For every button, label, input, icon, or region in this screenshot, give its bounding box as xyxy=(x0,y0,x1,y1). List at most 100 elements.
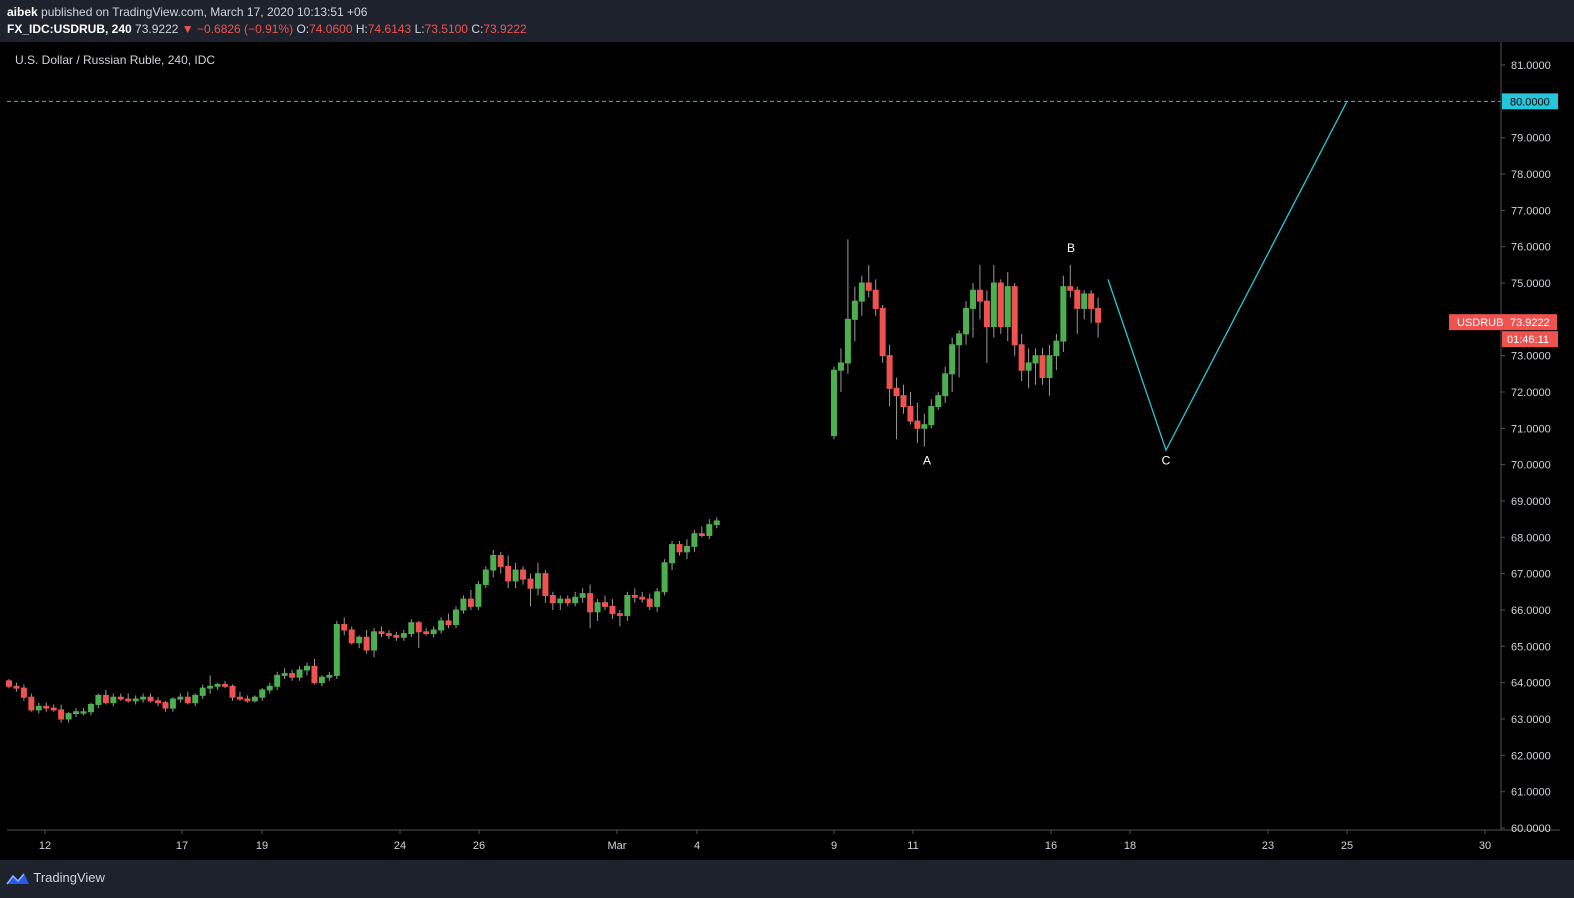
candle xyxy=(6,679,12,689)
projection-path[interactable] xyxy=(1107,101,1348,452)
high-value: 74.6143 xyxy=(367,22,412,36)
candle xyxy=(117,693,124,701)
candle-body xyxy=(251,696,258,702)
candle xyxy=(177,693,184,703)
candle-body xyxy=(879,307,886,357)
candle-body xyxy=(393,634,400,638)
x-tick-label: 26 xyxy=(473,840,485,852)
candle-body xyxy=(415,622,422,633)
candle-body xyxy=(1060,286,1067,342)
candle xyxy=(1011,283,1018,356)
y-tick-label: 64.0000 xyxy=(1511,678,1551,690)
candle xyxy=(661,559,668,596)
candle xyxy=(318,675,325,687)
candle xyxy=(542,570,549,603)
y-tick-label: 77.0000 xyxy=(1511,205,1551,217)
candle-body xyxy=(348,629,355,644)
y-tick-label: 62.0000 xyxy=(1511,750,1551,762)
candle xyxy=(214,682,221,690)
candle-body xyxy=(1095,307,1102,323)
y-tick-label: 78.0000 xyxy=(1511,169,1551,181)
candle xyxy=(155,697,161,707)
candle-body xyxy=(594,602,601,613)
wave-label-b[interactable]: B xyxy=(1067,241,1075,255)
drawings-group[interactable]: A B C xyxy=(7,100,1501,468)
candle xyxy=(602,595,608,610)
x-tick-label: 30 xyxy=(1479,840,1491,852)
candle xyxy=(893,377,900,440)
candle-body xyxy=(706,524,713,537)
candle-body xyxy=(928,406,935,426)
y-tick-label: 67.0000 xyxy=(1511,569,1551,581)
line-price-label-text: 80.0000 xyxy=(1510,96,1550,108)
candle xyxy=(976,264,983,320)
candle-body xyxy=(587,593,594,613)
candle xyxy=(65,711,72,723)
candle xyxy=(631,588,638,603)
candle-body xyxy=(976,289,983,302)
candle-body xyxy=(549,594,556,604)
candle xyxy=(713,517,720,529)
candle xyxy=(207,675,214,694)
candle-body xyxy=(942,373,949,397)
y-tick-label: 61.0000 xyxy=(1511,787,1551,799)
candle-body xyxy=(423,631,430,635)
candle-body xyxy=(467,598,474,607)
candle-body xyxy=(654,591,661,607)
candle-body xyxy=(65,713,72,720)
candle-body xyxy=(155,700,161,704)
candle-body xyxy=(1081,293,1088,309)
candle xyxy=(378,626,385,638)
candle-body xyxy=(73,711,80,715)
candle xyxy=(475,580,482,610)
candle-body xyxy=(236,696,243,700)
candle-body xyxy=(214,683,221,687)
y-tick-label: 69.0000 xyxy=(1511,496,1551,508)
last-price: 73.9222 xyxy=(135,22,179,36)
candle xyxy=(935,392,942,411)
candle xyxy=(886,344,893,407)
candle-body xyxy=(1025,362,1032,371)
price-chart[interactable]: U.S. Dollar / Russian Ruble, 240, IDC A B… xyxy=(0,42,1574,860)
candle-body xyxy=(274,674,281,687)
current-price-bg xyxy=(1449,314,1557,331)
candle-body xyxy=(222,683,229,687)
candle xyxy=(1018,333,1025,382)
candle-body xyxy=(698,533,705,537)
candle xyxy=(1046,344,1053,396)
wave-label-a[interactable]: A xyxy=(923,454,931,468)
candle xyxy=(20,684,27,701)
candle xyxy=(983,290,990,363)
publisher-name[interactable]: aibek xyxy=(7,5,38,19)
candle xyxy=(1004,272,1011,342)
tradingview-brand[interactable]: TradingView xyxy=(6,870,105,886)
candle-body xyxy=(949,344,956,375)
close-label: C: xyxy=(471,22,484,36)
candle-body xyxy=(661,562,668,593)
candle-body xyxy=(921,424,928,429)
candle-body xyxy=(1046,355,1053,378)
change-value: −0.6826 (−0.91%) xyxy=(197,22,294,36)
candle-body xyxy=(453,609,459,626)
candle-body xyxy=(259,689,266,698)
candle xyxy=(296,666,303,681)
candle xyxy=(676,540,683,556)
candle-body xyxy=(970,289,976,309)
candle xyxy=(928,399,935,429)
candle-body xyxy=(639,596,646,600)
candle-body xyxy=(713,520,720,526)
candle-body xyxy=(266,685,273,691)
candle-body xyxy=(475,584,482,607)
candle xyxy=(43,702,50,712)
candle-body xyxy=(162,702,169,709)
wave-label-c[interactable]: C xyxy=(1162,454,1171,468)
chart-area[interactable]: U.S. Dollar / Russian Ruble, 240, IDC A B… xyxy=(0,42,1574,860)
candle xyxy=(921,413,928,447)
candle xyxy=(505,555,512,589)
candle-body xyxy=(117,696,124,700)
candle xyxy=(482,566,489,589)
candle xyxy=(236,691,243,701)
candle-body xyxy=(378,631,385,635)
candle xyxy=(609,599,616,620)
candle xyxy=(467,590,474,610)
